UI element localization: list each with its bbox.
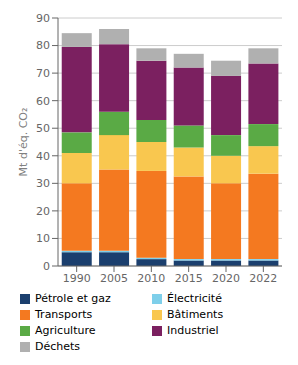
html-text:Agriculture: Agriculture <box>35 324 96 337</box>
svg-text:60: 60 <box>36 95 50 108</box>
svg-text:Mt d'éq. CO₂: Mt d'éq. CO₂ <box>17 108 30 177</box>
html-text:Électricité: Électricité <box>167 292 222 305</box>
html-text:Industriel: Industriel <box>167 324 219 337</box>
svg-text:70: 70 <box>36 67 50 80</box>
html-text:Transports: Transports <box>35 308 93 321</box>
svg-text:2010: 2010 <box>137 272 165 285</box>
svg-text:2015: 2015 <box>175 272 203 285</box>
svg-text:2022: 2022 <box>249 272 277 285</box>
svg-text:2005: 2005 <box>100 272 128 285</box>
svg-text:0: 0 <box>43 260 50 273</box>
html-text:Pétrole et gaz: Pétrole et gaz <box>35 292 111 305</box>
svg-text:2020: 2020 <box>212 272 240 285</box>
html-text:Déchets: Déchets <box>35 340 81 353</box>
svg-text:10: 10 <box>36 232 50 245</box>
svg-text:90: 90 <box>36 12 50 25</box>
svg-text:20: 20 <box>36 205 50 218</box>
html-text:Bâtiments: Bâtiments <box>167 308 224 321</box>
svg-text:30: 30 <box>36 177 50 190</box>
svg-text:50: 50 <box>36 122 50 135</box>
svg-text:1990: 1990 <box>63 272 91 285</box>
svg-text:80: 80 <box>36 39 50 52</box>
svg-text:40: 40 <box>36 150 50 163</box>
